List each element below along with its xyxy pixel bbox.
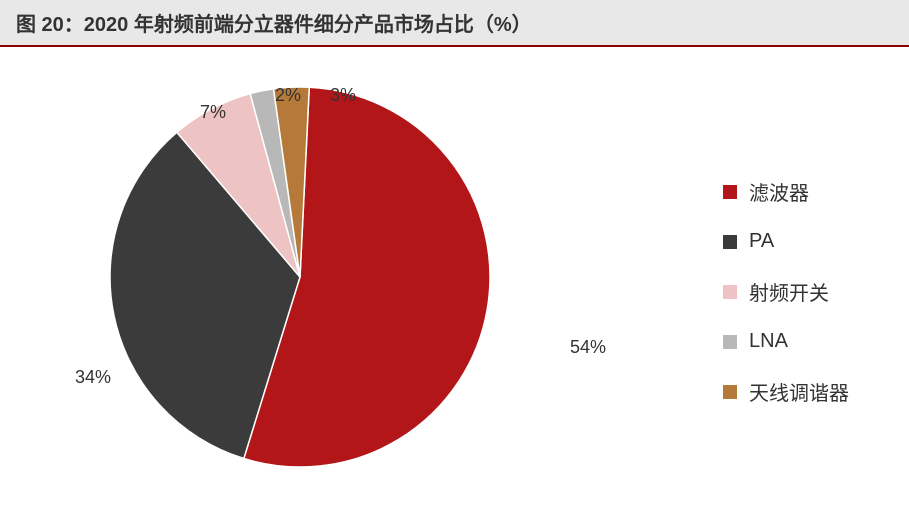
chart-title-bar: 图 20：2020 年射频前端分立器件细分产品市场占比（%） <box>0 0 909 47</box>
legend-item-3: LNA <box>723 330 849 353</box>
slice-label-2: 7% <box>200 102 226 123</box>
legend-marker-3 <box>723 335 737 349</box>
legend-marker-4 <box>723 385 737 399</box>
legend-item-1: PA <box>723 230 849 253</box>
chart-area: 54% 34% 7% 2% 3% 滤波器 PA 射频开关 LNA 天线调谐器 <box>0 47 909 507</box>
legend-label-0: 滤波器 <box>749 177 809 206</box>
legend-item-0: 滤波器 <box>723 177 849 206</box>
slice-label-0: 54% <box>570 337 606 358</box>
legend-label-2: 射频开关 <box>749 277 829 306</box>
legend-marker-1 <box>723 235 737 249</box>
chart-title: 图 20：2020 年射频前端分立器件细分产品市场占比（%） <box>16 8 893 37</box>
legend-label-3: LNA <box>749 330 788 353</box>
legend-label-1: PA <box>749 230 774 253</box>
slice-label-3: 2% <box>275 85 301 106</box>
legend-marker-2 <box>723 285 737 299</box>
pie-chart <box>100 77 500 477</box>
slice-label-1: 34% <box>75 367 111 388</box>
slice-label-4: 3% <box>330 85 356 106</box>
legend-marker-0 <box>723 185 737 199</box>
legend: 滤波器 PA 射频开关 LNA 天线调谐器 <box>723 177 849 430</box>
legend-item-2: 射频开关 <box>723 277 849 306</box>
legend-label-4: 天线调谐器 <box>749 377 849 406</box>
legend-item-4: 天线调谐器 <box>723 377 849 406</box>
pie-container <box>100 77 500 482</box>
